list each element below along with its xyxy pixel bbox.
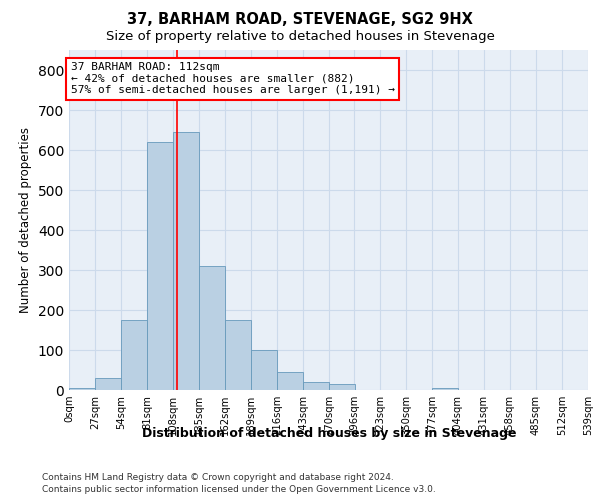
Bar xyxy=(69,388,95,390)
Y-axis label: Number of detached properties: Number of detached properties xyxy=(19,127,32,313)
Bar xyxy=(147,142,173,390)
Bar xyxy=(303,382,329,390)
Bar xyxy=(329,384,355,390)
Text: Contains public sector information licensed under the Open Government Licence v3: Contains public sector information licen… xyxy=(42,485,436,494)
Text: Distribution of detached houses by size in Stevenage: Distribution of detached houses by size … xyxy=(142,428,516,440)
Bar xyxy=(225,320,251,390)
Text: 37, BARHAM ROAD, STEVENAGE, SG2 9HX: 37, BARHAM ROAD, STEVENAGE, SG2 9HX xyxy=(127,12,473,28)
Bar xyxy=(199,266,225,390)
Text: Contains HM Land Registry data © Crown copyright and database right 2024.: Contains HM Land Registry data © Crown c… xyxy=(42,472,394,482)
Bar xyxy=(173,132,199,390)
Text: Size of property relative to detached houses in Stevenage: Size of property relative to detached ho… xyxy=(106,30,494,43)
Bar xyxy=(121,320,147,390)
Text: 37 BARHAM ROAD: 112sqm
← 42% of detached houses are smaller (882)
57% of semi-de: 37 BARHAM ROAD: 112sqm ← 42% of detached… xyxy=(71,62,395,95)
Bar xyxy=(251,350,277,390)
Bar xyxy=(432,388,458,390)
Bar xyxy=(95,378,121,390)
Bar xyxy=(277,372,303,390)
